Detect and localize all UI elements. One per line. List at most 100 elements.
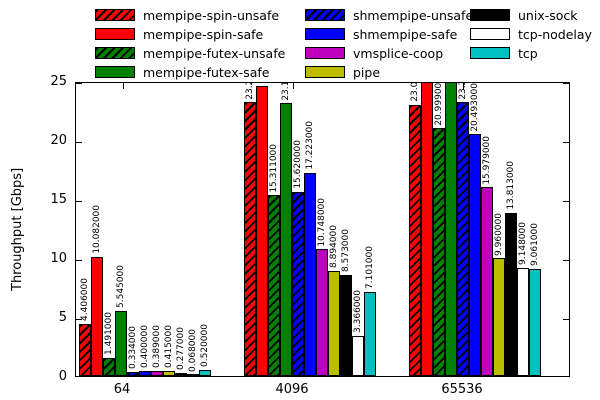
bar-vmsplice-coop-65536 bbox=[481, 187, 493, 376]
bar-value-label: 13.813000 bbox=[505, 161, 516, 211]
bar-pipe-65536 bbox=[493, 258, 505, 376]
legend-label: mempipe-spin-safe bbox=[143, 27, 264, 42]
y-tick-label: 25 bbox=[50, 74, 67, 89]
bar-mempipe-futex-unsafe-4096 bbox=[268, 195, 280, 376]
bar-unix-sock-65536 bbox=[505, 213, 517, 376]
legend-swatch-tcp-nodelay bbox=[470, 28, 510, 40]
bar-value-label: 1.491000 bbox=[103, 312, 114, 356]
bar-value-label: 0.400000 bbox=[139, 325, 150, 369]
legend-swatch-mempipe-spin-safe bbox=[95, 28, 135, 40]
x-tick-label: 4096 bbox=[275, 382, 309, 397]
bar-value-label: 0.277000 bbox=[175, 326, 186, 370]
legend-label: mempipe-spin-unsafe bbox=[143, 8, 280, 23]
y-tick-label: 15 bbox=[50, 192, 67, 207]
legend-swatch-mempipe-futex-safe bbox=[95, 66, 135, 78]
bar-value-label: 20.999000 bbox=[433, 82, 444, 126]
bar-value-label: 23.200000 bbox=[245, 83, 255, 99]
y-tick-mark bbox=[76, 142, 82, 143]
y-tick-mark bbox=[76, 376, 82, 377]
bar-mempipe-futex-unsafe-64 bbox=[103, 358, 115, 376]
bar-shmempipe-safe-65536 bbox=[469, 134, 481, 376]
y-tick-label: 10 bbox=[50, 251, 67, 266]
legend-label: shmempipe-unsafe bbox=[353, 8, 474, 23]
legend-swatch-shmempipe-unsafe bbox=[305, 9, 345, 21]
bar-value-label: 0.334000 bbox=[127, 326, 138, 370]
y-tick-mark bbox=[563, 376, 569, 377]
y-tick-label: 0 bbox=[58, 369, 67, 384]
bar-value-label: 9.960000 bbox=[493, 212, 504, 256]
y-tick-mark bbox=[563, 83, 569, 84]
bar-value-label: 5.545000 bbox=[115, 264, 126, 308]
bar-vmsplice-coop-64 bbox=[151, 371, 163, 376]
legend-swatch-vmsplice-coop bbox=[305, 47, 345, 59]
bar-shmempipe-safe-4096 bbox=[304, 172, 316, 376]
bar-value-label: 17.223000 bbox=[304, 121, 315, 170]
bar-value-label: 24.600000 bbox=[257, 82, 267, 83]
y-tick-mark bbox=[563, 319, 569, 320]
bar-mempipe-futex-unsafe-65536 bbox=[433, 128, 445, 376]
bar-mempipe-futex-safe-65536 bbox=[445, 83, 457, 376]
x-tick-mark-top bbox=[463, 83, 464, 89]
y-tick-mark bbox=[76, 260, 82, 261]
bar-unix-sock-64 bbox=[175, 372, 187, 376]
x-tick-label: 64 bbox=[113, 382, 131, 397]
bar-value-label: 0.068000 bbox=[187, 329, 198, 373]
legend-label: pipe bbox=[353, 65, 381, 80]
bar-value-label: 0.415000 bbox=[163, 325, 174, 369]
bar-value-label: 23.100000 bbox=[281, 83, 291, 100]
bar-value-label: 8.573000 bbox=[340, 228, 351, 272]
y-tick-mark bbox=[76, 319, 82, 320]
bar-tcp-nodelay-4096 bbox=[352, 336, 364, 376]
bar-mempipe-spin-unsafe-65536 bbox=[409, 104, 421, 376]
legend-label: mempipe-futex-unsafe bbox=[143, 46, 286, 61]
legend-swatch-shmempipe-safe bbox=[305, 28, 345, 40]
bar-vmsplice-coop-4096 bbox=[316, 249, 328, 376]
legend-label: vmsplice-coop bbox=[353, 46, 444, 61]
bar-mempipe-futex-safe-4096 bbox=[280, 103, 292, 376]
bar-tcp-65536 bbox=[529, 269, 541, 376]
bar-value-label: 4.406000 bbox=[79, 278, 90, 322]
bar-value-label: 20.493000 bbox=[469, 82, 480, 132]
y-tick-mark bbox=[76, 201, 82, 202]
y-tick-label: 20 bbox=[50, 133, 67, 148]
legend-label: mempipe-futex-safe bbox=[143, 65, 270, 80]
bar-pipe-64 bbox=[163, 371, 175, 376]
legend-label: shmempipe-safe bbox=[353, 27, 458, 42]
bar-tcp-4096 bbox=[364, 292, 376, 376]
y-tick-mark bbox=[563, 142, 569, 143]
bar-shmempipe-unsafe-65536 bbox=[457, 102, 469, 376]
bar-value-label: 8.894000 bbox=[328, 225, 339, 269]
bar-value-label: 0.389000 bbox=[151, 325, 162, 369]
x-tick-mark-top bbox=[123, 83, 124, 89]
bar-tcp-nodelay-65536 bbox=[517, 268, 529, 376]
bar-value-label: 7.101000 bbox=[364, 246, 375, 290]
bar-value-label: 15.979000 bbox=[481, 135, 492, 185]
legend-swatch-unix-sock bbox=[470, 9, 510, 21]
bar-value-label: 3.366000 bbox=[352, 290, 363, 334]
bar-shmempipe-safe-64 bbox=[139, 371, 151, 376]
bar-mempipe-spin-safe-65536 bbox=[421, 83, 433, 376]
bar-value-label: 0.520000 bbox=[199, 323, 210, 367]
plot-area: 4.406000 10.082000 1.491000 5.545000 0.33400… bbox=[75, 82, 570, 377]
bar-value-label: 9.061000 bbox=[529, 223, 540, 267]
bar-mempipe-spin-unsafe-4096 bbox=[244, 102, 256, 376]
legend-label: tcp bbox=[518, 46, 538, 61]
legend-swatch-mempipe-spin-unsafe bbox=[95, 9, 135, 21]
bar-tcp-64 bbox=[199, 369, 211, 376]
bar-pipe-4096 bbox=[328, 271, 340, 376]
y-tick-mark bbox=[563, 201, 569, 202]
bar-mempipe-spin-safe-4096 bbox=[256, 85, 268, 376]
bar-shmempipe-unsafe-4096 bbox=[292, 191, 304, 376]
legend-swatch-mempipe-futex-unsafe bbox=[95, 47, 135, 59]
bar-tcp-nodelay-64 bbox=[187, 374, 199, 376]
bar-mempipe-spin-unsafe-64 bbox=[79, 324, 91, 376]
y-axis-title: Throughput [Gbps] bbox=[10, 167, 25, 292]
y-tick-mark bbox=[563, 260, 569, 261]
bar-value-label: 23.200000 bbox=[458, 83, 468, 99]
legend-swatch-pipe bbox=[305, 66, 345, 78]
y-tick-mark bbox=[76, 83, 82, 84]
bar-value-label: 15.311000 bbox=[268, 143, 279, 193]
bar-mempipe-spin-safe-64 bbox=[91, 257, 103, 376]
